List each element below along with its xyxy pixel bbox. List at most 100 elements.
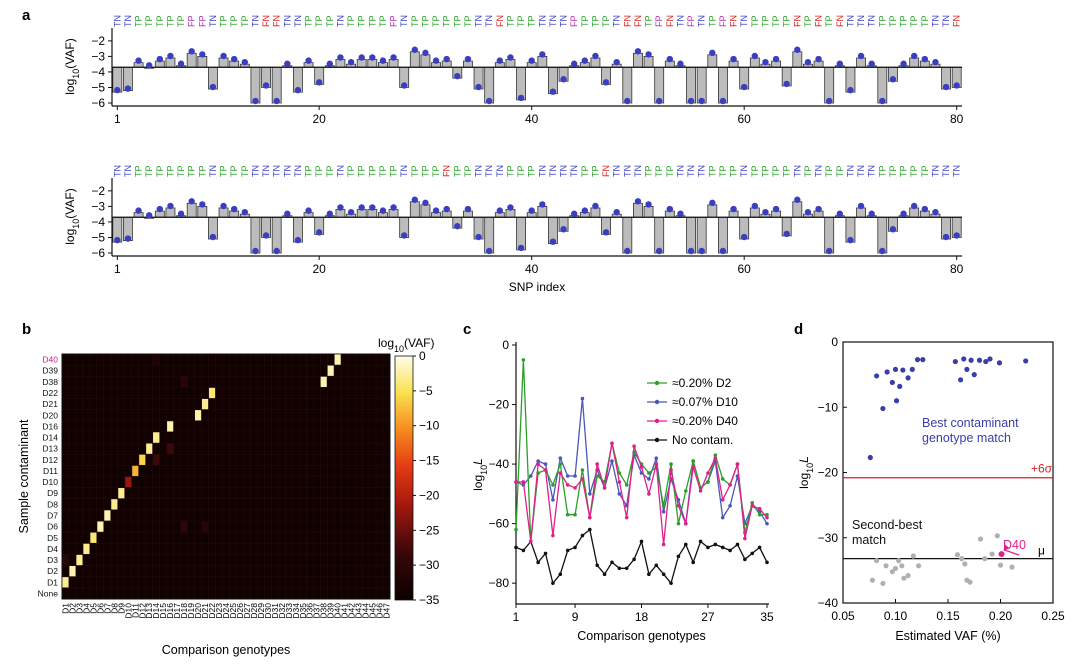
- snp-point: [942, 233, 950, 241]
- series-point: [573, 474, 577, 478]
- snp-point: [677, 60, 684, 67]
- best-match-point: [897, 383, 903, 389]
- call-label: TP: [729, 165, 739, 177]
- series-point: [647, 471, 651, 475]
- call-label: TN: [537, 15, 547, 27]
- snp-point: [592, 52, 599, 60]
- heatmap-cell: [208, 387, 216, 399]
- call-label: TP: [899, 165, 909, 177]
- snp-point: [209, 233, 217, 241]
- snp-point: [560, 226, 567, 233]
- snp-point: [273, 97, 280, 105]
- heatmap-row-label: D2: [47, 566, 58, 576]
- snp-point: [613, 208, 620, 216]
- call-label: TP: [134, 165, 144, 177]
- x-axis-label: Estimated VAF (%): [895, 629, 1000, 643]
- call-label: TP: [718, 165, 728, 177]
- best-match-point: [968, 357, 974, 363]
- series-point: [750, 503, 755, 508]
- x-tick-label: 1: [114, 262, 121, 276]
- snp-point: [294, 236, 302, 244]
- call-label: TP: [176, 165, 186, 177]
- series-point: [580, 468, 585, 472]
- series-point: [595, 462, 600, 466]
- series-point: [647, 492, 651, 496]
- y-tick-label: −10: [818, 400, 839, 414]
- snp-bar: [856, 207, 866, 218]
- call-label: TN: [559, 15, 569, 27]
- snp-point: [857, 52, 865, 60]
- call-label: TP: [654, 165, 664, 177]
- snp-point: [358, 54, 365, 61]
- snp-point: [581, 207, 589, 214]
- second-match-point: [977, 536, 984, 542]
- snp-point: [889, 76, 897, 83]
- snp-bar: [165, 57, 176, 68]
- call-label: TP: [590, 15, 600, 27]
- heatmap-cell: [201, 521, 209, 532]
- call-label: TP: [314, 165, 324, 177]
- call-label: TP: [325, 15, 335, 27]
- y-tick-label: −5: [91, 230, 105, 244]
- call-label: TN: [474, 165, 484, 177]
- heatmap-row-label: D11: [43, 466, 58, 476]
- call-label: TN: [569, 165, 579, 177]
- y-axis-label: log10(VAF): [63, 188, 81, 244]
- heatmap-col-label: D47: [382, 603, 392, 619]
- second-match-point: [967, 579, 973, 585]
- snp-point: [539, 51, 546, 58]
- heatmap-cell: [334, 354, 341, 365]
- y-tick-label: −3: [91, 199, 105, 213]
- snp-point: [124, 235, 132, 242]
- snp-point: [921, 55, 929, 63]
- call-label: TP: [644, 165, 654, 177]
- call-label: TP: [165, 15, 175, 27]
- call-label: TP: [378, 165, 388, 177]
- call-label: TP: [665, 165, 675, 177]
- call-label: TP: [144, 165, 154, 177]
- snp-point: [177, 210, 185, 217]
- second-match-point: [899, 563, 905, 569]
- snp-point: [156, 205, 164, 213]
- snp-point: [921, 205, 929, 213]
- call-label: TP: [420, 165, 430, 177]
- snp-point: [284, 60, 291, 67]
- series-point: [676, 521, 681, 526]
- snp-point: [294, 86, 302, 94]
- colorbar-tick-label: −10: [419, 419, 440, 433]
- x-tick-label: 9: [572, 610, 579, 624]
- snp-bar: [484, 66, 495, 104]
- call-label: TN: [399, 165, 409, 177]
- snp-point: [273, 247, 280, 255]
- snp-point: [910, 52, 918, 60]
- heatmap-col-label: D36: [305, 603, 315, 619]
- heatmap-row-label: D7: [47, 510, 58, 520]
- legend-label: No contam.: [672, 433, 733, 447]
- call-label: TN: [399, 15, 409, 27]
- heatmap-col-label: D20: [193, 603, 203, 619]
- series-point: [713, 542, 718, 547]
- second-match-point: [869, 577, 876, 583]
- snp-point: [815, 205, 822, 213]
- snp-bar: [718, 66, 728, 104]
- snp-bar: [909, 57, 920, 68]
- legend-marker: [654, 380, 660, 386]
- x-tick-label: 80: [950, 262, 964, 276]
- y-tick-label: −30: [818, 531, 839, 545]
- best-match-point: [971, 372, 977, 378]
- snp-point: [464, 55, 472, 63]
- heatmap-col-label: D1: [60, 603, 70, 614]
- series-point: [521, 480, 526, 484]
- call-label: TN: [697, 165, 707, 177]
- best-match-point: [892, 366, 899, 373]
- call-label: TN: [633, 165, 643, 177]
- call-label: TN: [335, 15, 345, 27]
- call-label: TN: [739, 165, 749, 177]
- snp-point: [836, 210, 844, 217]
- series-point: [617, 566, 622, 571]
- snp-point: [847, 236, 854, 244]
- snp-point: [772, 55, 780, 63]
- snp-point: [347, 58, 355, 66]
- call-label: TP: [357, 15, 367, 27]
- snp-bar: [633, 52, 643, 68]
